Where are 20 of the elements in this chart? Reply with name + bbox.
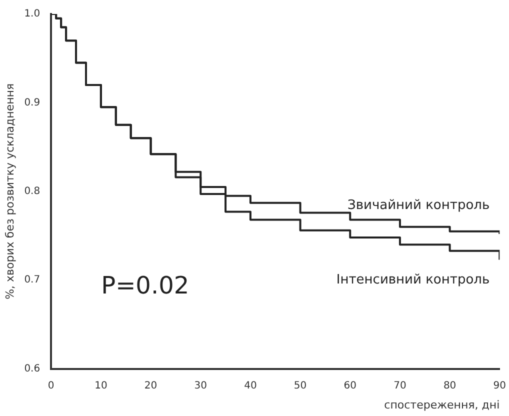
- x-tick-label: 60: [344, 380, 356, 392]
- x-tick-label: 50: [294, 380, 307, 392]
- x-tick-label: 80: [443, 380, 456, 392]
- x-tick-label: 20: [144, 380, 158, 392]
- y-tick-label: 0.8: [24, 186, 40, 197]
- x-tick-label: 40: [244, 380, 257, 392]
- y-tick-label: 0.7: [24, 274, 40, 286]
- x-tick-label: 30: [194, 380, 207, 392]
- y-tick-label: 1.0: [24, 8, 40, 20]
- x-axis-title: спостереження, дні: [384, 398, 500, 412]
- y-axis-title: %, хворих без розвитку ускладнення: [3, 83, 16, 300]
- series-label: Інтенсивний контроль: [336, 272, 490, 288]
- x-tick-label: 90: [493, 380, 506, 392]
- x-tick-label: 0: [48, 380, 54, 392]
- x-tick-label: 70: [394, 380, 406, 392]
- series-label: Звичайний контроль: [348, 198, 490, 213]
- y-tick-label: 0.9: [24, 97, 40, 108]
- y-tick-label: 0.6: [24, 363, 40, 374]
- x-tick-label: 10: [94, 380, 108, 392]
- annotation: P=0.02: [101, 271, 190, 300]
